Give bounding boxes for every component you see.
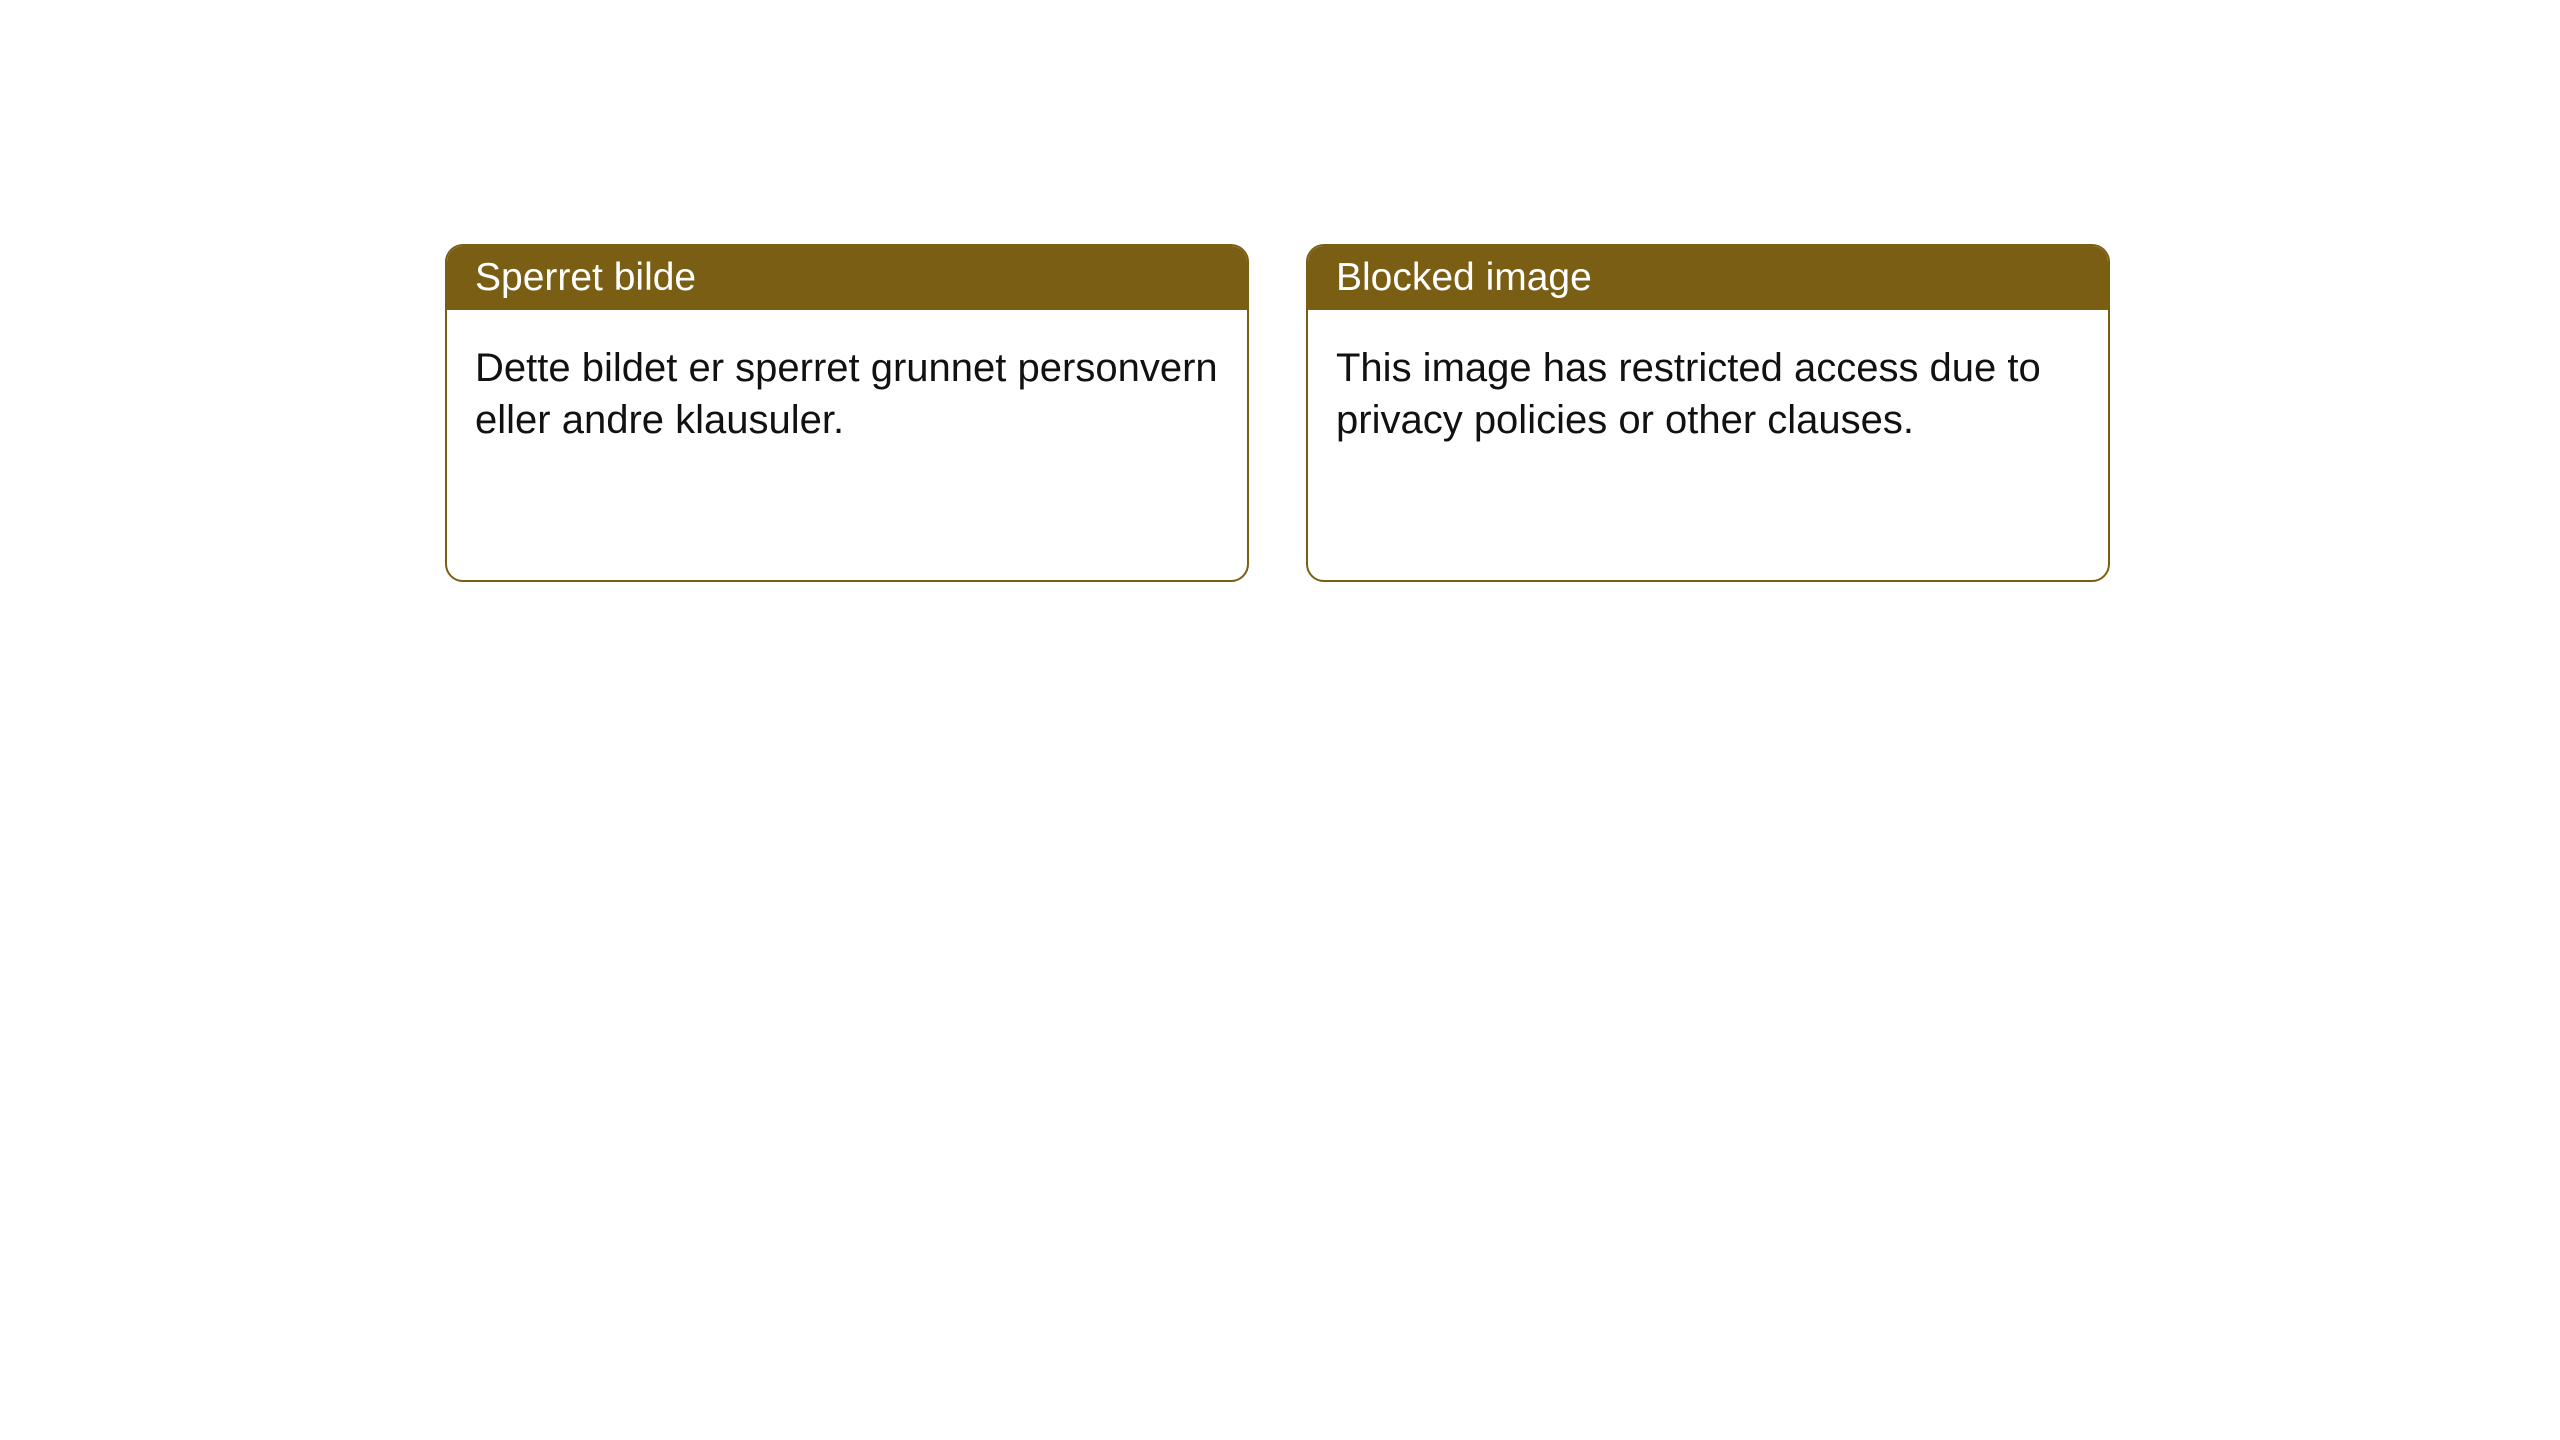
notice-body-english: This image has restricted access due to … [1308, 310, 2108, 580]
notice-header-english: Blocked image [1308, 246, 2108, 310]
notice-card-norwegian: Sperret bilde Dette bildet er sperret gr… [445, 244, 1249, 582]
notice-title-norwegian: Sperret bilde [475, 256, 696, 299]
notice-container: Sperret bilde Dette bildet er sperret gr… [0, 0, 2560, 582]
notice-title-english: Blocked image [1336, 256, 1592, 299]
notice-text-english: This image has restricted access due to … [1336, 346, 2041, 442]
notice-text-norwegian: Dette bildet er sperret grunnet personve… [475, 346, 1218, 442]
notice-header-norwegian: Sperret bilde [447, 246, 1247, 310]
notice-card-english: Blocked image This image has restricted … [1306, 244, 2110, 582]
notice-body-norwegian: Dette bildet er sperret grunnet personve… [447, 310, 1247, 580]
